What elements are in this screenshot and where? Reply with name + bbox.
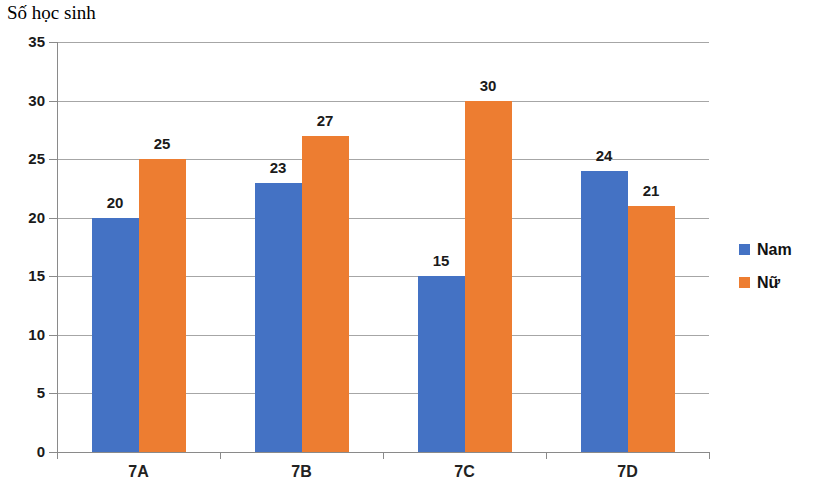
y-axis-tick (49, 393, 57, 394)
y-axis-label: 15 (9, 267, 45, 285)
x-axis-tick (546, 452, 547, 459)
y-axis-tick (49, 452, 57, 453)
bar-value-label: 30 (466, 77, 510, 95)
y-axis-tick (49, 218, 57, 219)
y-axis-label: 5 (9, 384, 45, 402)
y-axis-label: 20 (9, 209, 45, 227)
legend-swatch-icon (739, 244, 750, 255)
bar-value-label: 21 (629, 182, 673, 200)
chart-title: Số học sinh (7, 2, 96, 24)
bar-nu-7d (628, 206, 675, 452)
x-axis-tick (57, 452, 58, 459)
y-axis-tick (49, 159, 57, 160)
x-axis-tick (220, 452, 221, 459)
x-axis-category-label: 7A (107, 463, 171, 481)
bar-value-label: 27 (303, 112, 347, 130)
y-axis-line (57, 42, 58, 452)
legend-label: Nam (757, 240, 792, 259)
bar-value-label: 20 (93, 194, 137, 212)
bar-chart: Số học sinh 0 5 10 15 20 25 30 35 20 25 7A 23 27 7B 15… (0, 0, 836, 499)
bar-nam-7a (92, 218, 139, 452)
y-axis-label: 25 (9, 150, 45, 168)
x-axis-category-label: 7C (433, 463, 497, 481)
x-axis-category-label: 7D (596, 463, 660, 481)
x-axis-category-label: 7B (270, 463, 334, 481)
bar-nam-7c (418, 276, 465, 452)
bar-value-label: 25 (140, 135, 184, 153)
gridline (57, 101, 709, 102)
gridline (57, 42, 709, 43)
y-axis-tick (49, 276, 57, 277)
y-axis-tick (49, 42, 57, 43)
legend: Nam Nữ (739, 240, 792, 292)
bar-nam-7d (581, 171, 628, 452)
bar-nam-7b (255, 183, 302, 452)
bar-nu-7b (302, 136, 349, 452)
x-axis-tick (383, 452, 384, 459)
bar-value-label: 23 (256, 159, 300, 177)
bar-value-label: 15 (419, 252, 463, 270)
y-axis-tick (49, 101, 57, 102)
x-axis-line (57, 452, 710, 453)
legend-label: Nữ (757, 273, 780, 292)
bar-nu-7c (465, 101, 512, 452)
x-axis-tick (709, 452, 710, 459)
y-axis-label: 35 (9, 33, 45, 51)
y-axis-tick (49, 335, 57, 336)
bar-nu-7a (139, 159, 186, 452)
bar-value-label: 24 (582, 147, 626, 165)
legend-item-nu: Nữ (739, 273, 792, 292)
y-axis-label: 0 (9, 443, 45, 461)
y-axis-label: 30 (9, 92, 45, 110)
legend-item-nam: Nam (739, 240, 792, 259)
legend-swatch-icon (739, 277, 750, 288)
y-axis-label: 10 (9, 326, 45, 344)
